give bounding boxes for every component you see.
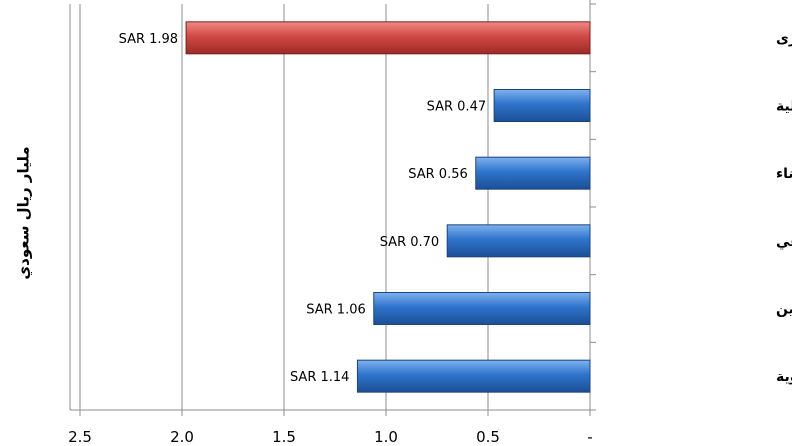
x-tick-label: 0.5: [476, 428, 500, 446]
bar: [356, 359, 591, 393]
data-label: SAR 0.47: [427, 100, 487, 115]
axes: [69, 0, 596, 416]
bar: [373, 292, 591, 325]
category-label: التشييد والبناء: [776, 166, 792, 182]
x-tick-label: 2.5: [68, 428, 92, 446]
data-label: SAR 0.70: [380, 235, 440, 250]
x-tick-label: -: [587, 428, 592, 446]
x-tick-label: 2.0: [170, 428, 194, 446]
bar: [475, 156, 591, 190]
y-axis-label-container: مليار ريال سعودي: [4, 108, 44, 318]
data-label: SAR 1.14: [290, 370, 350, 385]
bar: [493, 89, 591, 122]
category-label: الأستثمار الصناعي: [776, 233, 792, 250]
data-label: SAR 0.56: [408, 167, 468, 182]
data-label: SAR 1.06: [306, 303, 366, 318]
category-labels: قطاعات اخرى المصارف والخدمات المالية التشي…: [776, 31, 792, 385]
data-labels: SAR 1.98 SAR 0.47 SAR 0.56 SAR 0.70 SAR 1.06…: [119, 32, 487, 385]
x-tick-label: 1.0: [374, 428, 398, 446]
category-label: التأمين: [776, 300, 792, 318]
x-tick-labels: 2.5 2.0 1.5 1.0 0.5 -: [68, 428, 593, 446]
category-label: المصارف والخدمات المالية: [776, 99, 792, 115]
x-tick-label: 1.5: [272, 428, 296, 446]
gridlines: [79, 4, 489, 410]
bars: [185, 21, 591, 393]
category-label: قطاعات اخرى: [776, 31, 792, 47]
data-label: SAR 1.98: [119, 32, 179, 47]
category-label: الصناعات والبتروكيماوية: [776, 369, 792, 385]
bar: [446, 224, 591, 258]
bar: [185, 21, 591, 55]
y-axis-label: مليار ريال سعودي: [15, 146, 34, 280]
